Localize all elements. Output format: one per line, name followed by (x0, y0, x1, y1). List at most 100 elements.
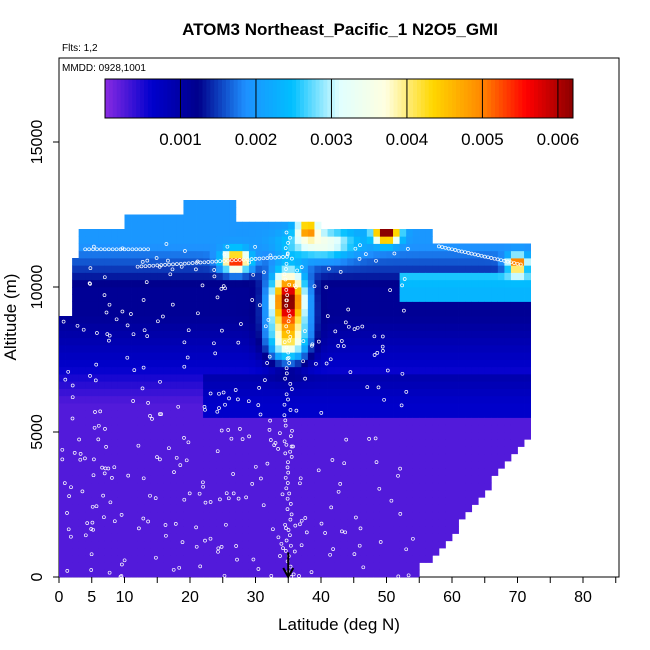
heatmap-cell (111, 569, 119, 578)
observation-point (137, 526, 141, 531)
observation-point (281, 546, 285, 551)
heatmap-cell (379, 345, 387, 353)
heatmap-cell (347, 424, 355, 433)
heatmap-cell (399, 562, 407, 571)
heatmap-cell (98, 461, 106, 469)
heatmap-cell (465, 374, 473, 382)
heatmap-cell (386, 301, 394, 310)
heatmap-cell (288, 453, 296, 462)
observation-point (150, 417, 154, 421)
heatmap-cell (478, 388, 486, 397)
heatmap-cell (373, 330, 381, 339)
heatmap-cell (163, 410, 171, 418)
heatmap-cell (196, 511, 204, 520)
heatmap-cell (85, 482, 93, 491)
heatmap-cell (91, 569, 99, 578)
heatmap-cell (222, 374, 230, 382)
heatmap-cell (72, 308, 80, 317)
heatmap-cell (360, 504, 368, 513)
observation-point (269, 255, 274, 260)
heatmap-cell (491, 323, 499, 331)
heatmap-cell (85, 446, 93, 455)
heatmap-cell (497, 439, 505, 447)
heatmap-cell (111, 540, 119, 549)
heatmap-cell (425, 533, 433, 542)
colorbar-segment (432, 79, 437, 118)
heatmap-cell (307, 301, 315, 310)
heatmap-cell (209, 236, 217, 244)
colorbar-segment (120, 79, 125, 118)
colorbar-segment (292, 79, 297, 118)
heatmap-cell (510, 424, 518, 433)
heatmap-cell (340, 395, 348, 404)
heatmap-cell (373, 272, 381, 281)
heatmap-cell (347, 229, 355, 237)
heatmap-cell (144, 432, 152, 440)
heatmap-cell (360, 272, 368, 281)
heatmap-cell (432, 468, 440, 476)
heatmap-cell (248, 497, 256, 505)
heatmap-cell (353, 301, 361, 310)
heatmap-cell (379, 294, 387, 302)
observation-point (247, 434, 251, 439)
heatmap-cell (465, 439, 473, 447)
heatmap-cell (131, 359, 138, 368)
colorbar-segment (108, 79, 114, 118)
heatmap-cell (242, 316, 250, 324)
heatmap-cell (242, 533, 250, 542)
heatmap-cell (163, 243, 171, 252)
heatmap-cell (157, 540, 165, 549)
heatmap-cell (360, 446, 368, 455)
heatmap-cell (366, 453, 374, 462)
heatmap-cell (203, 330, 211, 339)
heatmap-cell (98, 403, 106, 411)
heatmap-cell (196, 519, 204, 527)
heatmap-cell (452, 279, 459, 288)
heatmap-cell (196, 468, 204, 476)
heatmap-cell (262, 403, 269, 411)
heatmap-cell (412, 301, 420, 310)
observation-point (170, 267, 175, 272)
heatmap-cell (104, 497, 112, 505)
observation-point (219, 545, 224, 549)
x-tick-label: 20 (181, 589, 199, 606)
heatmap-cell (78, 308, 86, 317)
observation-point (65, 511, 69, 515)
heatmap-cell (229, 482, 237, 491)
observation-point (348, 370, 353, 374)
heatmap-cell (150, 461, 158, 469)
heatmap-cell (517, 316, 525, 324)
observation-point (346, 324, 351, 329)
heatmap-cell (379, 540, 387, 549)
heatmap-cell (124, 214, 132, 223)
heatmap-cell (262, 453, 269, 462)
heatmap-cell (117, 301, 125, 310)
observation-point (219, 287, 224, 291)
colorbar-segment (241, 79, 246, 118)
observation-point (131, 399, 135, 403)
heatmap-cell (216, 330, 224, 339)
heatmap-cell (59, 316, 66, 324)
heatmap-cell (117, 446, 125, 455)
heatmap-cell (72, 316, 80, 324)
heatmap-cell (209, 207, 217, 215)
heatmap-cell (262, 243, 269, 252)
heatmap-cell (445, 359, 453, 368)
heatmap-cell (91, 250, 99, 259)
heatmap-cell (131, 279, 138, 288)
observation-point (352, 327, 357, 331)
heatmap-cell (412, 258, 420, 266)
heatmap-cell (131, 250, 138, 259)
heatmap-cell (104, 519, 112, 527)
heatmap-cell (72, 490, 80, 498)
heatmap-cell (190, 453, 197, 462)
heatmap-cell (406, 323, 414, 331)
heatmap-cell (491, 258, 499, 266)
heatmap-cell (85, 345, 93, 353)
colorbar-segment (128, 79, 133, 118)
observation-point (338, 482, 343, 486)
observation-point (122, 558, 127, 563)
heatmap-cell (111, 366, 119, 375)
heatmap-cell (65, 482, 73, 491)
heatmap-cell (117, 511, 125, 520)
